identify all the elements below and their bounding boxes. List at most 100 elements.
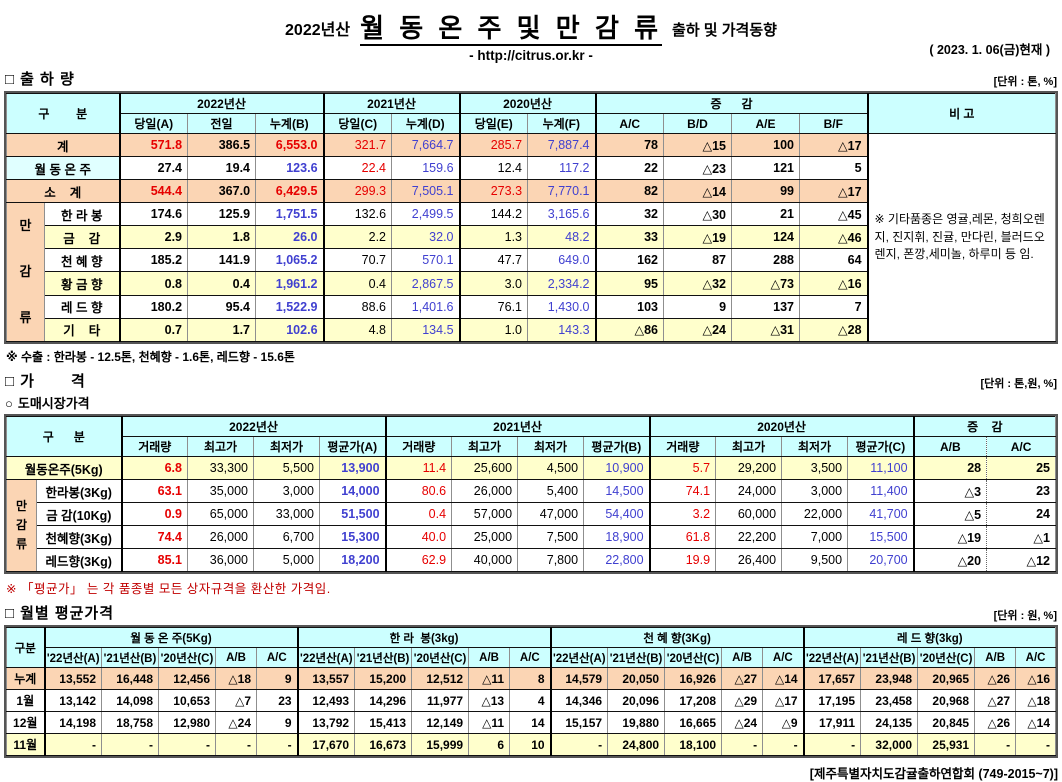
value-cell: 33,000	[253, 502, 320, 526]
shipment-row: 기 타 0.7 1.7 102.6 4.8 134.5 1.0 143.3 △86 △24 △31 △…	[7, 317, 1056, 343]
col-header: 누계(D)	[391, 113, 461, 134]
value-cell: 544.4	[118, 179, 189, 203]
col-header: 누계(F)	[527, 113, 597, 134]
col-header-gubun: 구 분	[5, 93, 121, 134]
value-cell: 16,926	[664, 667, 723, 690]
col-header-group: 한 라 봉(3kg)	[296, 627, 552, 648]
col-header-gubun: 구 분	[6, 416, 122, 457]
price-section-title: □ 가 격	[5, 370, 86, 391]
row-label: 기 타	[43, 317, 121, 343]
col-header: A/B	[468, 647, 511, 668]
value-cell: 47.7	[458, 248, 529, 273]
col-header: 당일(E)	[458, 113, 529, 134]
value-cell: 9,500	[781, 548, 849, 572]
value-cell: 11.4	[384, 456, 453, 480]
col-header-2022: 2022년산	[120, 416, 387, 437]
value-cell: 18,100	[664, 733, 723, 756]
value-cell: -	[762, 733, 805, 756]
square-bullet-icon: □	[5, 71, 16, 88]
value-cell: 14,098	[101, 689, 159, 712]
group-label-char: 감	[19, 264, 32, 279]
price-table: 구 분 2022년산 2021년산 2020년산 증 감 거래량 최고가 최저가…	[6, 416, 1056, 572]
value-cell: -	[101, 733, 159, 756]
value-cell: 23,458	[860, 689, 919, 712]
price-row: 레드향(3Kg) 85.1 36,000 5,000 18,200 62.9 40,000 7…	[7, 548, 1056, 572]
value-cell: 25,000	[451, 525, 519, 549]
value-cell: 134.5	[391, 317, 461, 343]
value-cell: 12.4	[458, 156, 529, 180]
value-cell: 121	[731, 156, 801, 180]
value-cell: 141.9	[187, 248, 257, 273]
value-cell: 13,900	[318, 456, 387, 480]
value-cell: △9	[762, 711, 805, 734]
group-label-char: 만	[15, 499, 28, 513]
value-cell: 23,948	[860, 667, 919, 690]
value-cell: 18,200	[318, 548, 387, 572]
square-bullet-icon: □	[5, 605, 16, 622]
col-header: 최고가	[451, 436, 519, 457]
value-cell: △27	[974, 689, 1017, 712]
col-header: B/D	[663, 113, 733, 134]
col-header: A/C	[986, 436, 1056, 457]
value-cell: 17,208	[664, 689, 723, 712]
value-cell: 24,135	[860, 711, 919, 734]
value-cell: 24,000	[715, 479, 783, 503]
value-cell: 0.4	[187, 271, 257, 296]
value-cell: 14,296	[354, 689, 413, 712]
col-header: 최저가	[781, 436, 849, 457]
value-cell: -	[974, 733, 1017, 756]
col-header: '20년산(C)	[664, 647, 723, 668]
value-cell: △29	[721, 689, 764, 712]
circle-bullet-icon: ○	[5, 396, 13, 411]
price-section-heading: □ 가 격 [단위 : 톤,원, %]	[5, 370, 1057, 391]
col-header-group: 레 드 향(3kg)	[802, 627, 1056, 648]
value-cell: 100	[731, 133, 801, 157]
value-cell: 7,505.1	[391, 179, 461, 203]
value-cell: △17	[762, 689, 805, 712]
value-cell: 185.2	[118, 248, 189, 273]
value-cell: 51,500	[318, 502, 387, 526]
value-cell: 25	[986, 456, 1056, 480]
col-header-change: 증 감	[594, 93, 869, 114]
value-cell: 144.2	[458, 201, 529, 227]
value-cell: 14,198	[43, 711, 102, 734]
value-cell: 82	[594, 179, 665, 203]
value-cell: 124	[731, 225, 801, 250]
shipment-remark: ※ 기타품종은 영귤,레몬, 청희오렌지, 진지휘, 진귤, 만다린, 블러드오…	[866, 133, 1056, 342]
value-cell: 17,670	[296, 733, 356, 756]
monthly-table: 구분 월 동 온 주(5Kg) 한 라 봉(3kg) 천 혜 향(3Kg) 레 …	[6, 627, 1056, 756]
value-cell: △16	[1015, 667, 1056, 690]
row-label: 한라봉(3Kg)	[36, 479, 122, 503]
col-header: A/C	[509, 647, 552, 668]
value-cell: 1,522.9	[255, 294, 325, 319]
value-cell: 1,961.2	[255, 271, 325, 296]
value-cell: 159.6	[391, 156, 461, 180]
value-cell: 9	[255, 711, 299, 734]
col-header: A/C	[255, 647, 299, 668]
value-cell: △3	[912, 479, 987, 503]
col-header: 누계(B)	[255, 113, 325, 134]
value-cell: 29,200	[715, 456, 783, 480]
value-cell: 47,000	[517, 502, 585, 526]
value-cell: △73	[731, 271, 801, 296]
value-cell: 6,429.5	[255, 179, 325, 203]
monthly-row: 11월 - - - - -17,670 16,673 15,999 6 10-24,800 18,1…	[6, 733, 1056, 756]
row-label: 11월	[6, 733, 45, 756]
title-subtitle: 출하 및 가격동향	[672, 22, 777, 39]
value-cell: 17,195	[802, 689, 862, 712]
value-cell: -	[721, 733, 764, 756]
value-cell: 273.3	[458, 179, 529, 203]
col-header: 최고가	[187, 436, 254, 457]
value-cell: △14	[663, 179, 733, 203]
col-header-2021: 2021년산	[384, 416, 651, 437]
shipment-row: 천 혜 향 185.2 141.9 1,065.2 70.7 570.1 47.7 649.0…	[7, 248, 1056, 273]
col-header: A/B	[721, 647, 764, 668]
col-header-2020: 2020년산	[458, 93, 597, 114]
col-header: A/E	[731, 113, 801, 134]
shipment-row: 소 계 544.4 367.0 6,429.5 299.3 7,505.1 273.3 7,7…	[5, 179, 1056, 203]
value-cell: 48.2	[527, 225, 597, 250]
col-header-2020: 2020년산	[648, 416, 915, 437]
value-cell: 16,448	[101, 667, 159, 690]
value-cell: 22,200	[715, 525, 783, 549]
